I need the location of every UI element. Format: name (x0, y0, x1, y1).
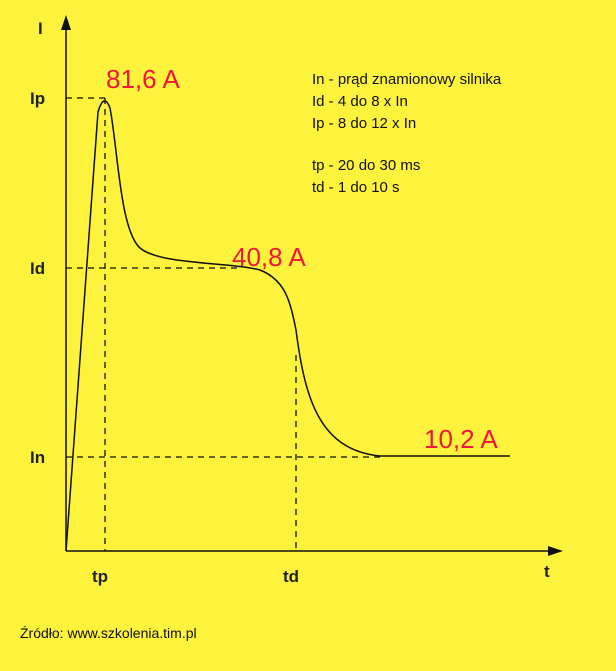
x-axis-label: t (544, 562, 550, 581)
current-value: 40,8 A (232, 242, 306, 272)
level-label: Ip (30, 89, 45, 108)
level-label: Id (30, 259, 45, 278)
legend-line: tp - 20 do 30 ms (312, 157, 420, 174)
time-label: td (283, 567, 299, 586)
level-label: In (30, 448, 45, 467)
x-arrow (548, 546, 563, 556)
legend-line: Id - 4 do 8 x In (312, 93, 408, 110)
legend-line: td - 1 do 10 s (312, 179, 400, 196)
time-label: tp (92, 567, 108, 586)
y-axis-label: I (38, 19, 43, 38)
source: Źródło: www.szkolenia.tim.pl (20, 625, 197, 641)
current-value: 81,6 A (106, 64, 180, 94)
legend-line: Ip - 8 do 12 x In (312, 115, 416, 132)
guide-lines (66, 97, 380, 551)
current-value: 10,2 A (424, 424, 498, 454)
current-curve (65, 100, 510, 552)
legend-line: In - prąd znamionowy silnika (312, 71, 502, 88)
y-arrow (61, 15, 71, 30)
